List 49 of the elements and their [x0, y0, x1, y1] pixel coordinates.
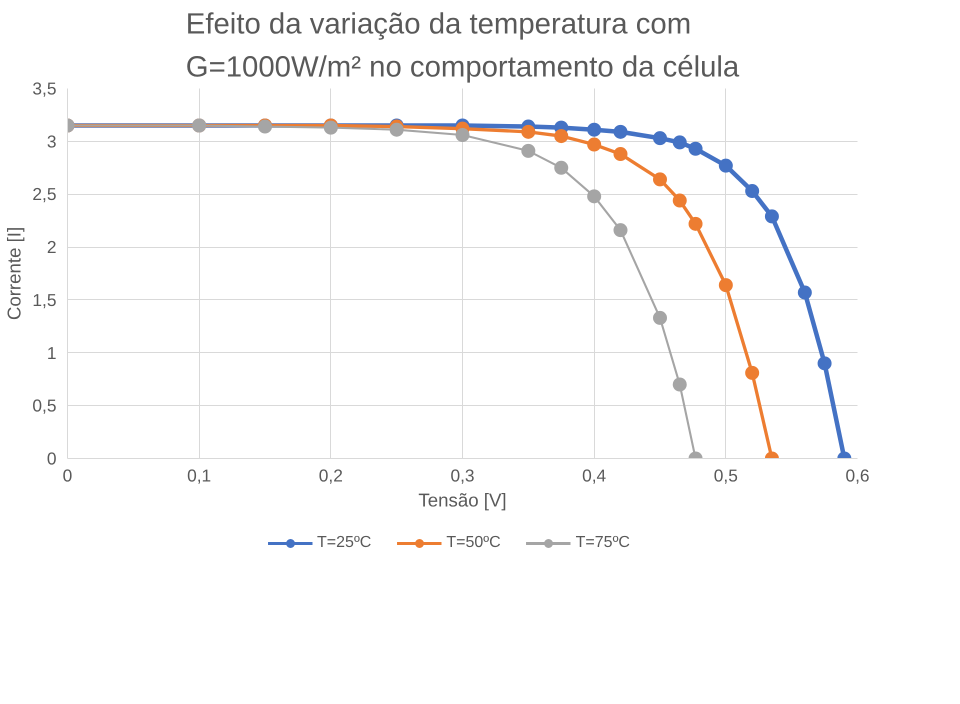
y-axis-title: Corrente [I] — [3, 226, 24, 320]
point — [764, 209, 779, 224]
point — [672, 194, 687, 208]
point — [653, 131, 667, 146]
y-tick-label: 3 — [46, 131, 57, 152]
y-tick-label: 1,5 — [32, 290, 57, 310]
y-tick-label: 3,5 — [32, 78, 57, 98]
y-tick-label: 0,5 — [32, 396, 57, 416]
point — [587, 189, 602, 204]
y-tick-label: 2,5 — [32, 184, 57, 204]
point — [745, 366, 760, 380]
point — [818, 356, 832, 370]
point — [324, 120, 338, 135]
point — [614, 124, 628, 139]
x-tick-label: 0,1 — [187, 466, 212, 486]
point — [587, 138, 602, 152]
point — [688, 142, 703, 156]
legend-label: T=25ºC — [317, 534, 372, 552]
point — [521, 124, 536, 139]
point — [718, 158, 733, 173]
point — [798, 286, 812, 300]
point — [614, 147, 628, 162]
legend-label: T=50ºC — [446, 534, 501, 552]
point — [688, 216, 703, 231]
y-tick-label: 0 — [46, 448, 57, 468]
chart-title: Efeito da variação da temperatura com G=1000W/m² no comportamento da célula — [186, 8, 740, 84]
x-tick-label: 0,6 — [845, 466, 870, 486]
x-tick-label: 0,3 — [450, 466, 475, 486]
x-tick-label: 0,2 — [318, 466, 343, 486]
point — [554, 129, 568, 144]
point — [672, 378, 687, 392]
legend-label: T=75ºC — [576, 534, 630, 552]
point — [653, 310, 667, 325]
point — [456, 128, 470, 142]
y-tick-label: 2 — [46, 237, 57, 258]
x-tick-label: 0,5 — [714, 466, 738, 486]
point — [587, 122, 602, 137]
point — [672, 135, 687, 150]
x-tick-label: 0,4 — [582, 466, 607, 486]
point — [521, 144, 536, 158]
point — [653, 172, 667, 186]
point — [554, 160, 568, 175]
x-axis-title: Tensão [V] — [418, 490, 507, 510]
x-tick-label: 0 — [62, 466, 72, 486]
point — [718, 278, 733, 292]
point — [390, 122, 404, 137]
y-tick-label: 1 — [46, 342, 57, 363]
point — [614, 223, 628, 238]
point — [745, 184, 760, 198]
